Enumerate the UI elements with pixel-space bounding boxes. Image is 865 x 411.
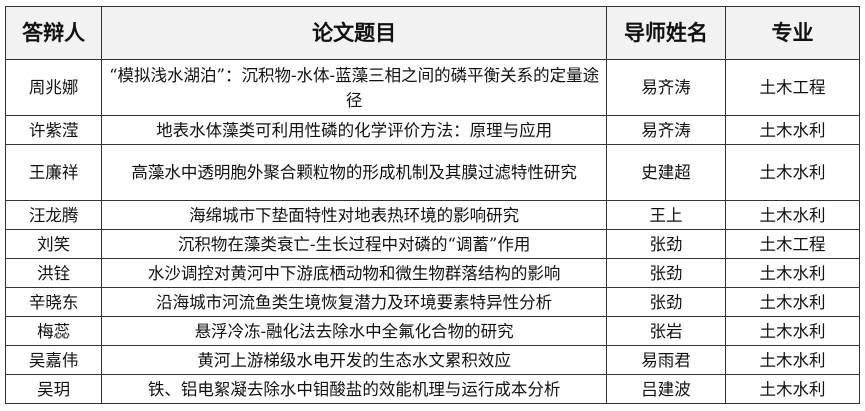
- advisor-cell: 易齐涛: [605, 59, 727, 116]
- defender-cell: 吴玥: [4, 374, 103, 404]
- table-row: 许紫滢 地表水体藻类可利用性磷的化学评价方法：原理与应用 易齐涛 土木水利: [4, 115, 860, 145]
- defender-cell: 王廉祥: [4, 144, 103, 201]
- table-row: 洪铨 水沙调控对黄河中下游底栖动物和微生物群落结构的影响 张劲 土木水利: [4, 258, 860, 288]
- major-cell: 土木水利: [725, 115, 860, 145]
- table-row: 吴嘉伟 黄河上游梯级水电开发的生态水文累积效应 易雨君 土木水利: [4, 345, 860, 375]
- header-major: 专业: [725, 6, 860, 60]
- table-row: 王廉祥 高藻水中透明胞外聚合颗粒物的形成机制及其膜过滤特性研究 史建超 土木水利: [4, 144, 860, 201]
- advisor-cell: 张劲: [605, 258, 727, 288]
- defender-cell: 辛晓东: [4, 287, 103, 317]
- table-row: 汪龙腾 海绵城市下垫面特性对地表热环境的影响研究 王上 土木水利: [4, 200, 860, 230]
- advisor-cell: 张劲: [605, 229, 727, 259]
- major-cell: 土木水利: [725, 144, 860, 201]
- major-cell: 土木工程: [725, 59, 860, 116]
- advisor-cell: 史建超: [605, 144, 727, 201]
- advisor-cell: 易齐涛: [605, 115, 727, 145]
- advisor-cell: 易雨君: [605, 345, 727, 375]
- defender-cell: 周兆娜: [4, 59, 103, 116]
- defender-cell: 许紫滢: [4, 115, 103, 145]
- defender-cell: 梅蕊: [4, 316, 103, 346]
- thesis-title-cell: 沉积物在藻类衰亡-生长过程中对磷的“调蓄”作用: [101, 229, 607, 259]
- thesis-title-cell: 海绵城市下垫面特性对地表热环境的影响研究: [101, 200, 607, 230]
- major-cell: 土木水利: [725, 316, 860, 346]
- major-cell: 土木水利: [725, 287, 860, 317]
- thesis-title-cell: 铁、铝电絮凝去除水中钼酸盐的效能机理与运行成本分析: [101, 374, 607, 404]
- major-cell: 土木水利: [725, 345, 860, 375]
- defender-cell: 吴嘉伟: [4, 345, 103, 375]
- thesis-title-cell: 水沙调控对黄河中下游底栖动物和微生物群落结构的影响: [101, 258, 607, 288]
- thesis-title-cell: 地表水体藻类可利用性磷的化学评价方法：原理与应用: [101, 115, 607, 145]
- thesis-defense-table: 答辩人 论文题目 导师姓名 专业 周兆娜 “模拟浅水湖泊”：沉积物-水体-蓝藻三相…: [4, 6, 860, 404]
- header-advisor: 导师姓名: [605, 6, 727, 60]
- table-row: 吴玥 铁、铝电絮凝去除水中钼酸盐的效能机理与运行成本分析 吕建波 土木水利: [4, 374, 860, 404]
- major-cell: 土木工程: [725, 229, 860, 259]
- advisor-cell: 王上: [605, 200, 727, 230]
- major-cell: 土木水利: [725, 258, 860, 288]
- header-row: 答辩人 论文题目 导师姓名 专业: [4, 6, 860, 60]
- major-cell: 土木水利: [725, 200, 860, 230]
- thesis-title-cell: 沿海城市河流鱼类生境恢复潜力及环境要素特异性分析: [101, 287, 607, 317]
- table-row: 刘笑 沉积物在藻类衰亡-生长过程中对磷的“调蓄”作用 张劲 土木工程: [4, 229, 860, 259]
- thesis-title-cell: 高藻水中透明胞外聚合颗粒物的形成机制及其膜过滤特性研究: [101, 144, 607, 201]
- header-thesis-title: 论文题目: [101, 6, 607, 60]
- thesis-title-cell: 黄河上游梯级水电开发的生态水文累积效应: [101, 345, 607, 375]
- advisor-cell: 张劲: [605, 287, 727, 317]
- thesis-title-cell: 悬浮冷冻-融化法去除水中全氟化合物的研究: [101, 316, 607, 346]
- table-row: 辛晓东 沿海城市河流鱼类生境恢复潜力及环境要素特异性分析 张劲 土木水利: [4, 287, 860, 317]
- thesis-title-cell: “模拟浅水湖泊”：沉积物-水体-蓝藻三相之间的磷平衡关系的定量途径: [101, 59, 607, 116]
- table-row: 周兆娜 “模拟浅水湖泊”：沉积物-水体-蓝藻三相之间的磷平衡关系的定量途径 易齐涛土…: [4, 59, 860, 116]
- defender-cell: 汪龙腾: [4, 200, 103, 230]
- defender-cell: 刘笑: [4, 229, 103, 259]
- advisor-cell: 张岩: [605, 316, 727, 346]
- table-row: 梅蕊 悬浮冷冻-融化法去除水中全氟化合物的研究 张岩 土木水利: [4, 316, 860, 346]
- major-cell: 土木水利: [725, 374, 860, 404]
- header-defender: 答辩人: [4, 6, 103, 60]
- defender-cell: 洪铨: [4, 258, 103, 288]
- advisor-cell: 吕建波: [605, 374, 727, 404]
